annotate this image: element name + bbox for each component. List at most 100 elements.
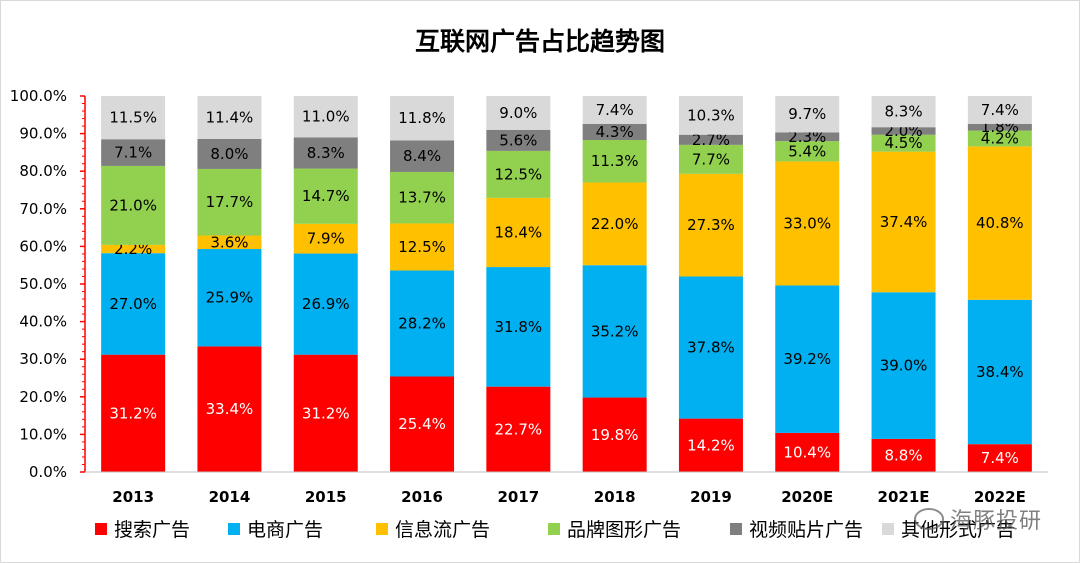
data-label: 2.7% bbox=[692, 131, 730, 149]
watermark: 海豚投研 bbox=[913, 503, 1042, 535]
bar-segment bbox=[197, 235, 262, 250]
bar-segment bbox=[486, 386, 551, 472]
data-label: 8.8% bbox=[884, 446, 922, 464]
data-label: 26.9% bbox=[302, 295, 350, 313]
data-label: 11.3% bbox=[591, 152, 639, 170]
data-label: 7.4% bbox=[596, 101, 634, 119]
legend-swatch bbox=[882, 523, 894, 535]
data-label: 7.7% bbox=[692, 150, 730, 168]
data-label: 40.8% bbox=[976, 214, 1024, 232]
bar-segment bbox=[967, 146, 1032, 300]
data-label: 22.0% bbox=[591, 215, 639, 233]
bar-segment bbox=[197, 249, 262, 347]
data-label: 33.0% bbox=[783, 214, 831, 232]
bar-segment bbox=[775, 285, 840, 433]
y-tick-label: 30.0% bbox=[19, 350, 67, 368]
data-label: 9.0% bbox=[499, 104, 537, 122]
bar-segment bbox=[486, 96, 551, 130]
bar-segment bbox=[293, 253, 358, 355]
y-tick-label: 50.0% bbox=[19, 275, 67, 293]
data-label: 37.8% bbox=[687, 339, 735, 357]
y-tick-label: 10.0% bbox=[19, 425, 67, 443]
data-label: 7.4% bbox=[981, 449, 1019, 467]
bar-segment bbox=[582, 139, 647, 183]
y-tick-label: 60.0% bbox=[19, 237, 67, 255]
bar-segment bbox=[678, 134, 743, 145]
data-label: 37.4% bbox=[880, 213, 928, 231]
bar-segment bbox=[197, 168, 262, 236]
x-tick-label: 2015 bbox=[305, 488, 347, 506]
data-label: 13.7% bbox=[398, 189, 446, 207]
bar-segment bbox=[678, 144, 743, 174]
bar-segment bbox=[678, 96, 743, 135]
data-label: 11.8% bbox=[398, 109, 446, 127]
data-label: 10.3% bbox=[687, 106, 735, 124]
legend-swatch bbox=[228, 523, 240, 535]
data-label: 11.5% bbox=[109, 109, 157, 127]
wechat-icon bbox=[913, 508, 944, 530]
x-tick-label: 2016 bbox=[401, 488, 443, 506]
bar-segment bbox=[582, 182, 647, 266]
bar-segment bbox=[390, 140, 455, 172]
data-label: 8.0% bbox=[210, 145, 248, 163]
data-label: 7.1% bbox=[114, 144, 152, 162]
bar-segment bbox=[775, 161, 840, 286]
bar-segment bbox=[775, 141, 840, 162]
data-label: 8.3% bbox=[307, 144, 345, 162]
bar-segment bbox=[293, 168, 358, 224]
bar-segment bbox=[293, 354, 358, 472]
bar-segment bbox=[293, 96, 358, 138]
data-label: 11.4% bbox=[206, 108, 254, 126]
data-label: 7.4% bbox=[981, 101, 1019, 119]
bar-segment bbox=[582, 96, 647, 124]
bar-segment bbox=[486, 150, 551, 198]
data-label: 8.4% bbox=[403, 147, 441, 165]
y-tick-label: 0.0% bbox=[29, 463, 67, 481]
legend-label: 视频贴片广告 bbox=[749, 519, 863, 541]
bar-segment bbox=[486, 129, 551, 151]
bar-segment bbox=[967, 96, 1032, 124]
y-tick-label: 40.0% bbox=[19, 313, 67, 331]
bar-segment bbox=[775, 432, 840, 472]
bar-segment bbox=[101, 244, 166, 254]
bar-segment bbox=[582, 265, 647, 398]
bar-segment bbox=[486, 197, 551, 268]
data-label: 5.6% bbox=[499, 131, 537, 149]
x-tick-label: 2021E bbox=[878, 488, 930, 506]
data-label: 27.3% bbox=[687, 216, 735, 234]
watermark-text: 海豚投研 bbox=[949, 509, 1042, 534]
y-tick-label: 70.0% bbox=[19, 200, 67, 218]
data-label: 31.2% bbox=[109, 404, 157, 422]
bar-segment bbox=[101, 253, 166, 355]
data-label: 14.2% bbox=[687, 436, 735, 454]
data-label: 27.0% bbox=[109, 295, 157, 313]
data-label: 8.3% bbox=[884, 103, 922, 121]
x-tick-label: 2013 bbox=[112, 488, 154, 506]
bar-segment bbox=[101, 354, 166, 472]
data-label: 4.5% bbox=[884, 134, 922, 152]
bar-segment bbox=[197, 346, 262, 472]
x-tick-label: 2018 bbox=[594, 488, 636, 506]
legend-swatch bbox=[730, 523, 742, 535]
data-label: 12.5% bbox=[398, 238, 446, 256]
bar-segment bbox=[775, 132, 840, 142]
y-axis: 0.0% 10.0% 20.0% 30.0% 40.0% 50.0% 60.0% 70.0% 8… bbox=[10, 87, 86, 481]
bar-segment bbox=[390, 270, 455, 377]
data-label: 9.7% bbox=[788, 105, 826, 123]
legend-label: 电商广告 bbox=[247, 519, 323, 541]
bar-segment bbox=[486, 267, 551, 387]
x-tick-label: 2017 bbox=[497, 488, 539, 506]
bar-segment bbox=[390, 223, 455, 271]
bar-segment bbox=[967, 444, 1032, 472]
data-label: 39.0% bbox=[880, 357, 928, 375]
x-tick-label: 2014 bbox=[209, 488, 251, 506]
x-tick-label: 2020E bbox=[781, 488, 833, 506]
legend-label: 搜索广告 bbox=[114, 519, 190, 541]
data-label: 19.8% bbox=[591, 426, 639, 444]
data-label: 7.9% bbox=[307, 230, 345, 248]
bar-segment bbox=[293, 223, 358, 254]
data-label: 38.4% bbox=[976, 363, 1024, 381]
legend-swatch bbox=[548, 523, 560, 535]
data-label: 28.2% bbox=[398, 314, 446, 332]
